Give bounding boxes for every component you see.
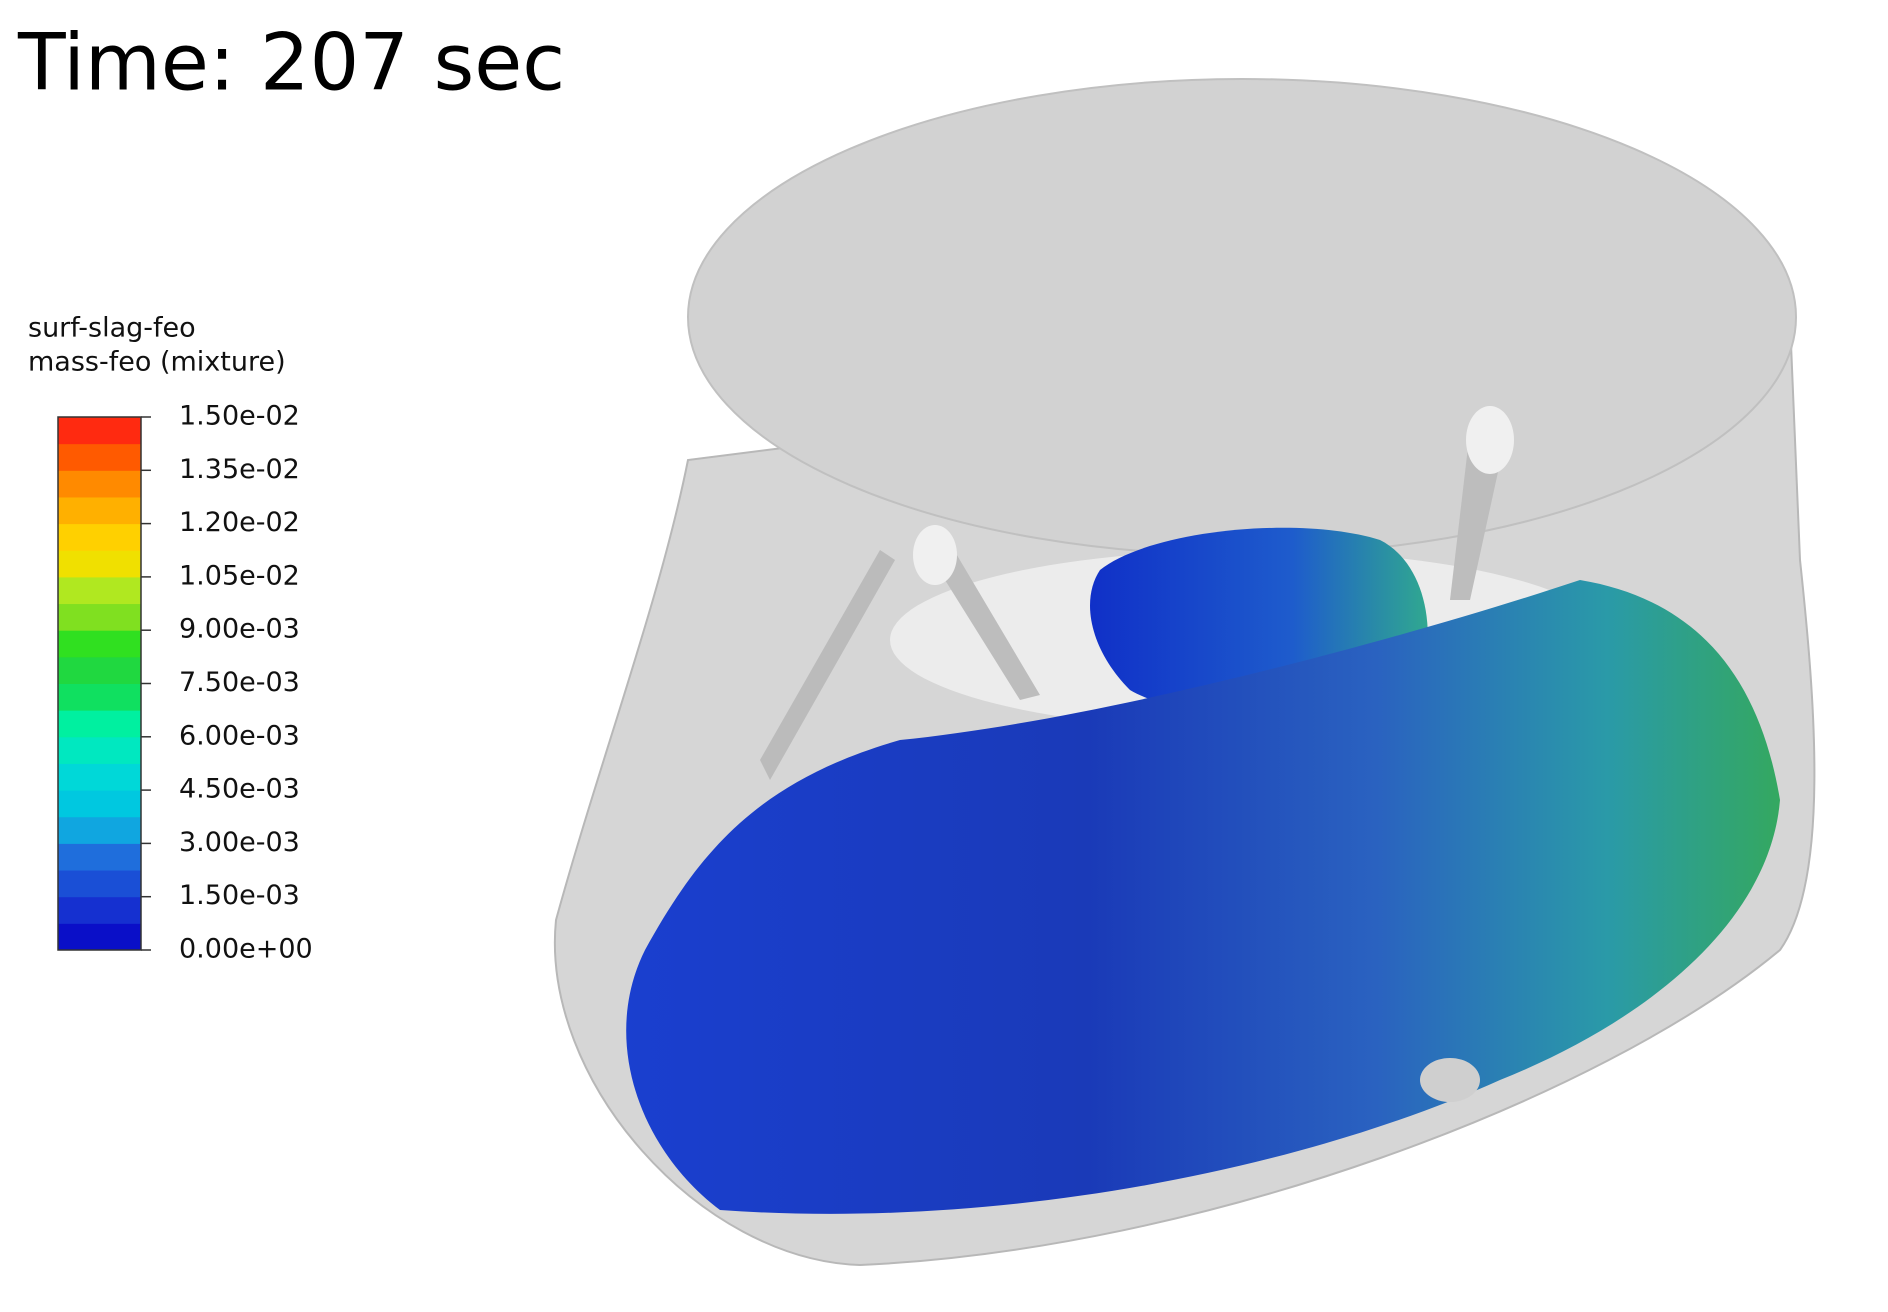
- color-band: [58, 576, 141, 605]
- color-band: [58, 763, 141, 791]
- tick-label: 3.00e-03: [179, 827, 300, 858]
- color-band: [58, 790, 141, 818]
- color-band: [58, 923, 141, 951]
- color-band: [58, 683, 141, 711]
- slag-layer: [626, 580, 1780, 1214]
- tick-label: 1.50e-03: [179, 880, 300, 911]
- support: [760, 550, 895, 780]
- color-band: [58, 443, 141, 471]
- color-band: [58, 656, 141, 684]
- tick-label: 1.50e-02: [179, 401, 300, 432]
- time-title: Time: 207 sec: [17, 18, 565, 108]
- color-band: [58, 710, 141, 738]
- tick-label: 6.00e-03: [179, 720, 300, 751]
- tuyere: [1420, 1058, 1480, 1102]
- tick-label: 7.50e-03: [179, 667, 300, 698]
- color-band: [58, 870, 141, 898]
- tick-label: 0.00e+00: [179, 934, 313, 965]
- lance-tip: [1466, 406, 1514, 474]
- color-band: [58, 630, 141, 658]
- tick-label: 4.50e-03: [179, 774, 300, 805]
- tick-label: 9.00e-03: [179, 614, 300, 645]
- color-band: [58, 736, 141, 764]
- colorbar: 1.50e-02 1.35e-02 1.20e-02 1.05e-02 9.00e-03…: [57, 401, 313, 965]
- color-band: [58, 603, 141, 631]
- color-band: [58, 496, 141, 525]
- color-band: [58, 816, 141, 844]
- color-band: [58, 550, 141, 578]
- legend-title: surf-slag-feo: [28, 313, 196, 344]
- tick-label: 1.20e-02: [179, 507, 300, 538]
- lance-tip: [913, 525, 957, 585]
- color-band: [58, 523, 141, 551]
- legend-title: mass-feo (mixture): [28, 347, 286, 378]
- color-band: [58, 470, 141, 498]
- tick-label: 1.05e-02: [179, 560, 300, 591]
- color-band: [58, 417, 141, 445]
- color-band: [58, 843, 141, 871]
- tick-label: 1.35e-02: [179, 454, 300, 485]
- color-band: [58, 896, 141, 924]
- vessel-top: [687, 78, 1797, 556]
